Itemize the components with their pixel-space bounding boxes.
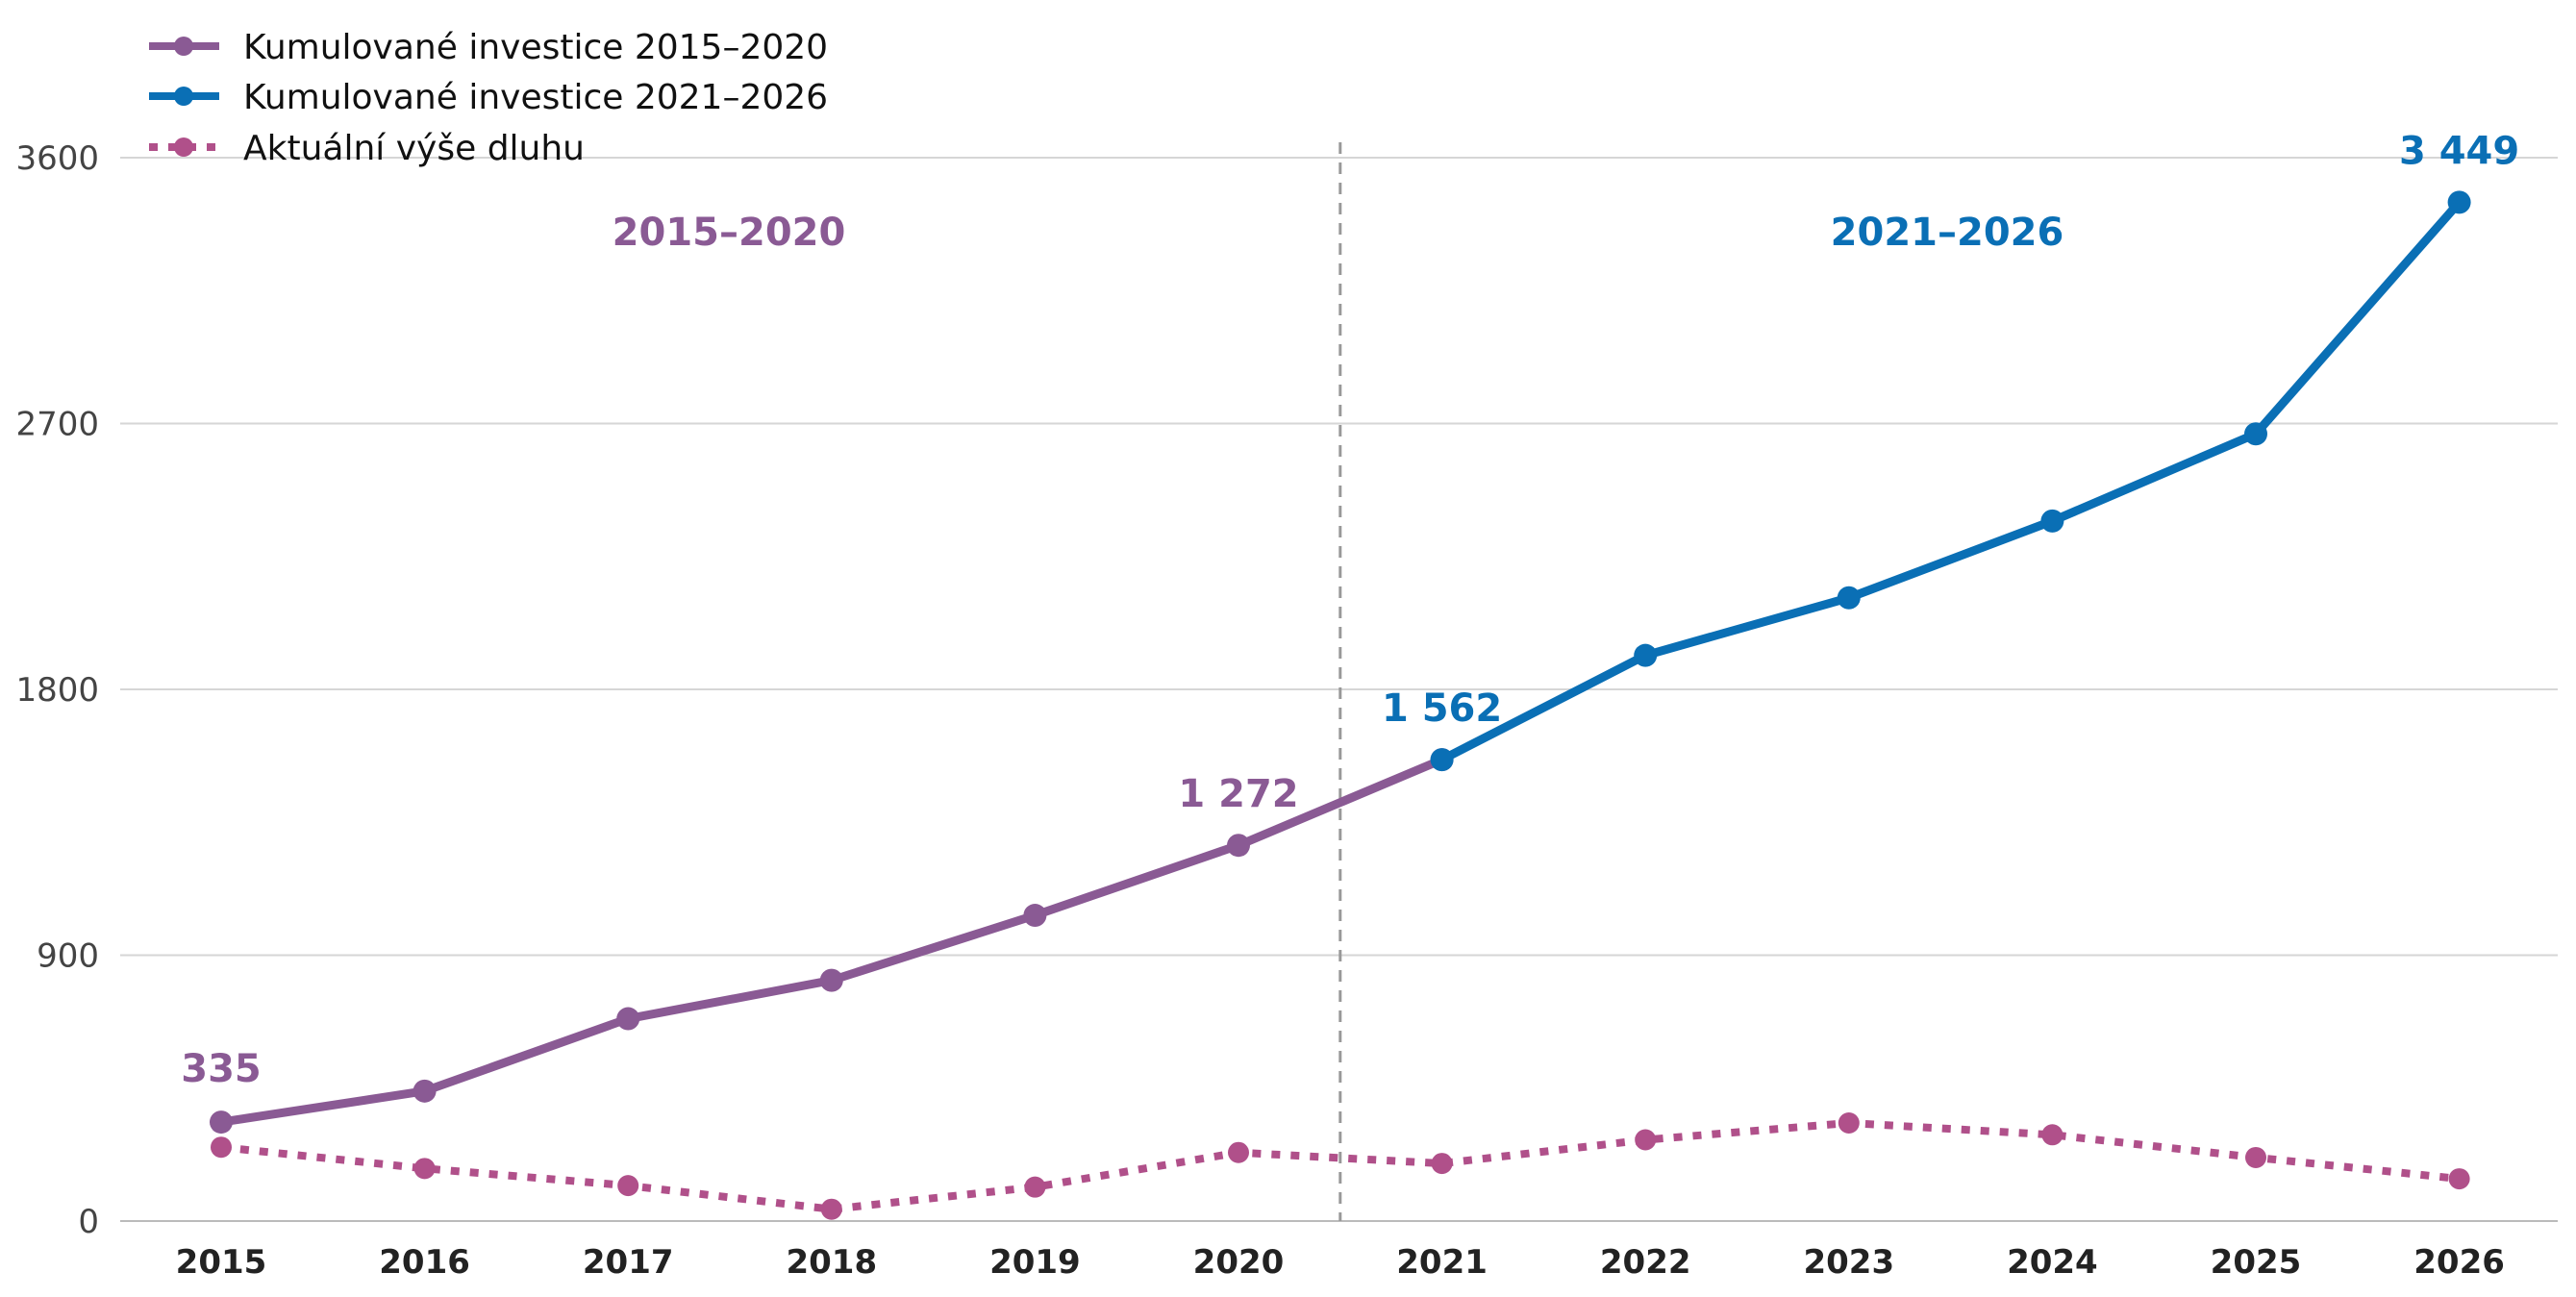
y-tick-label: 900 [37, 937, 99, 976]
y-tick-label: 2700 [15, 406, 99, 444]
x-tick-label: 2025 [2211, 1243, 2302, 1282]
data-point [1837, 586, 1861, 610]
x-tick-label: 2017 [583, 1243, 674, 1282]
legend-swatch-marker [174, 137, 193, 157]
data-point [1431, 1153, 1453, 1175]
data-point [1430, 748, 1454, 772]
x-tick-label: 2026 [2413, 1243, 2505, 1282]
data-point [616, 1007, 640, 1031]
series-1 [1430, 190, 2471, 772]
y-tick-label: 3600 [15, 139, 99, 178]
legend-item-investice-2021-2026: Kumulované investice 2021–2026 [149, 78, 828, 117]
x-tick-label: 2016 [379, 1243, 470, 1282]
data-point [1838, 1112, 1860, 1135]
y-axis-ticks: 0 900 1800 2700 3600 [15, 139, 99, 1241]
legend-label: Aktuální výše dluhu [243, 129, 585, 168]
point-labels: 335 1 272 1 562 3 449 [181, 129, 2519, 1091]
series-line [1438, 197, 2464, 764]
data-point [819, 968, 843, 992]
data-point [1228, 1141, 1249, 1163]
period-label-2015-2020: 2015–2020 [613, 211, 846, 255]
x-tick-label: 2018 [786, 1243, 877, 1282]
x-axis-ticks: 2015 2016 2017 2018 2019 2020 2021 2022 2023 2024… [176, 1243, 2505, 1282]
legend-item-vyse-dluhu: Aktuální výše dluhu [149, 129, 585, 168]
data-point [413, 1158, 436, 1180]
x-tick-label: 2020 [1193, 1243, 1285, 1282]
y-tick-label: 1800 [15, 671, 99, 710]
period-annotations: 2015–2020 2021–2026 [613, 211, 2064, 255]
y-tick-label: 0 [78, 1203, 99, 1241]
data-point [2244, 422, 2267, 446]
data-point [617, 1175, 639, 1197]
legend-swatch-marker [174, 37, 193, 56]
data-label-2026: 3 449 [2399, 129, 2519, 173]
data-point [413, 1079, 437, 1103]
legend-swatch-marker [174, 87, 193, 106]
period-label-2021-2026: 2021–2026 [1831, 211, 2064, 255]
x-tick-label: 2019 [989, 1243, 1081, 1282]
x-tick-label: 2022 [1600, 1243, 1691, 1282]
legend-label: Kumulované investice 2015–2020 [243, 28, 828, 67]
x-tick-label: 2021 [1396, 1243, 1488, 1282]
series-group [210, 190, 2471, 1220]
data-point [2041, 1124, 2063, 1146]
legend-item-investice-2015-2020: Kumulované investice 2015–2020 [149, 28, 828, 67]
legend-label: Kumulované investice 2021–2026 [243, 78, 828, 117]
data-label-2020: 1 272 [1178, 772, 1298, 816]
data-point [1635, 1129, 1657, 1151]
data-point [1023, 904, 1047, 928]
data-label-2015: 335 [181, 1047, 262, 1091]
data-point [1024, 1176, 1046, 1198]
data-point [1227, 834, 1250, 858]
series-2 [211, 1112, 2470, 1220]
data-point [2040, 509, 2064, 533]
data-point [2448, 1168, 2470, 1190]
data-point [2245, 1146, 2266, 1168]
data-point [2447, 190, 2471, 214]
legend: Kumulované investice 2015–2020 Kumulovan… [149, 28, 828, 168]
x-tick-label: 2023 [1803, 1243, 1894, 1282]
data-point [210, 1110, 233, 1135]
data-point [1634, 643, 1658, 667]
data-point [211, 1136, 232, 1159]
x-tick-label: 2015 [176, 1243, 267, 1282]
x-tick-label: 2024 [2007, 1243, 2098, 1282]
data-point [820, 1198, 842, 1220]
data-label-2021: 1 562 [1382, 686, 1502, 731]
